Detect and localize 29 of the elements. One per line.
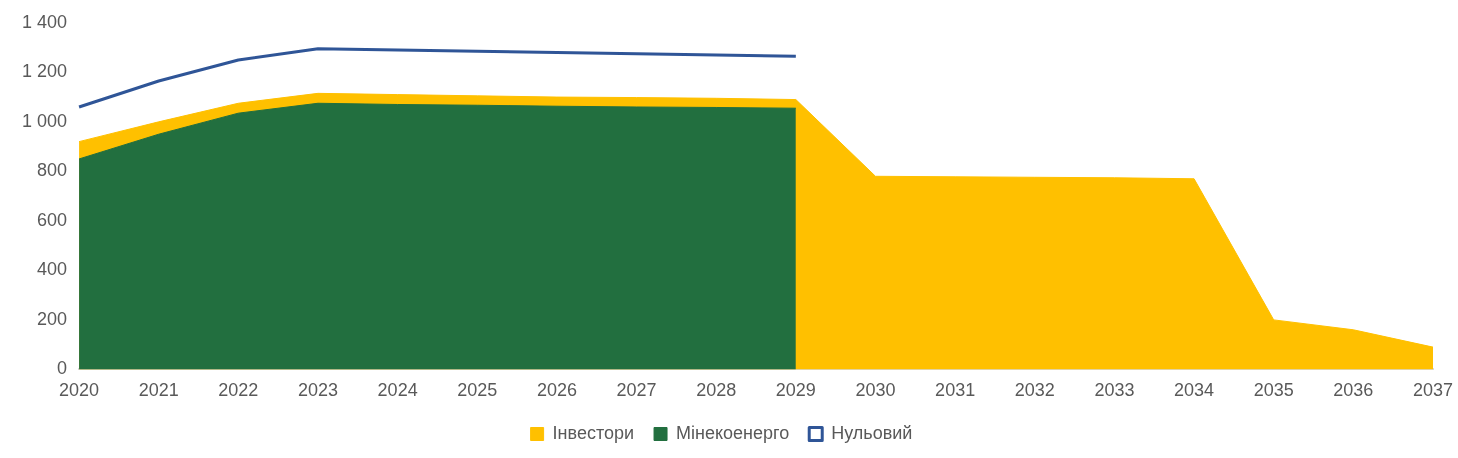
x-tick-label: 2030 <box>855 380 896 401</box>
x-tick-label: 2020 <box>59 380 100 401</box>
x-tick-label: 2032 <box>1014 380 1055 401</box>
y-tick-label: 200 <box>37 308 68 329</box>
x-tick-label: 2034 <box>1174 380 1215 401</box>
x-tick-label: 2022 <box>218 380 259 401</box>
y-tick-label: 800 <box>37 160 68 181</box>
x-tick-label: 2021 <box>138 380 179 401</box>
legend-label: Мінекоенерго <box>676 422 790 443</box>
x-tick-label: 2031 <box>935 380 976 401</box>
x-tick-label: 2033 <box>1094 380 1135 401</box>
x-tick-label: 2036 <box>1333 380 1374 401</box>
legend-label: Інвестори <box>552 422 635 443</box>
x-tick-label: 2029 <box>775 380 816 401</box>
x-tick-label: 2025 <box>457 380 498 401</box>
y-tick-label: 1 200 <box>22 61 68 82</box>
x-tick-label: 2024 <box>377 380 418 401</box>
x-tick-label: 2026 <box>536 380 577 401</box>
x-tick-label: 2028 <box>696 380 737 401</box>
y-tick-label: 400 <box>37 259 68 280</box>
x-tick-label: 2037 <box>1412 380 1454 401</box>
legend-label: Нульовий <box>831 422 913 443</box>
y-tick-label: 600 <box>37 209 68 230</box>
x-tick-label: 2023 <box>297 380 338 401</box>
y-tick-label: 0 <box>57 358 68 379</box>
x-tick-label: 2027 <box>616 380 657 401</box>
y-tick-label: 1 000 <box>22 110 68 131</box>
x-tick-label: 2035 <box>1253 380 1294 401</box>
y-tick-label: 1 400 <box>22 11 68 32</box>
